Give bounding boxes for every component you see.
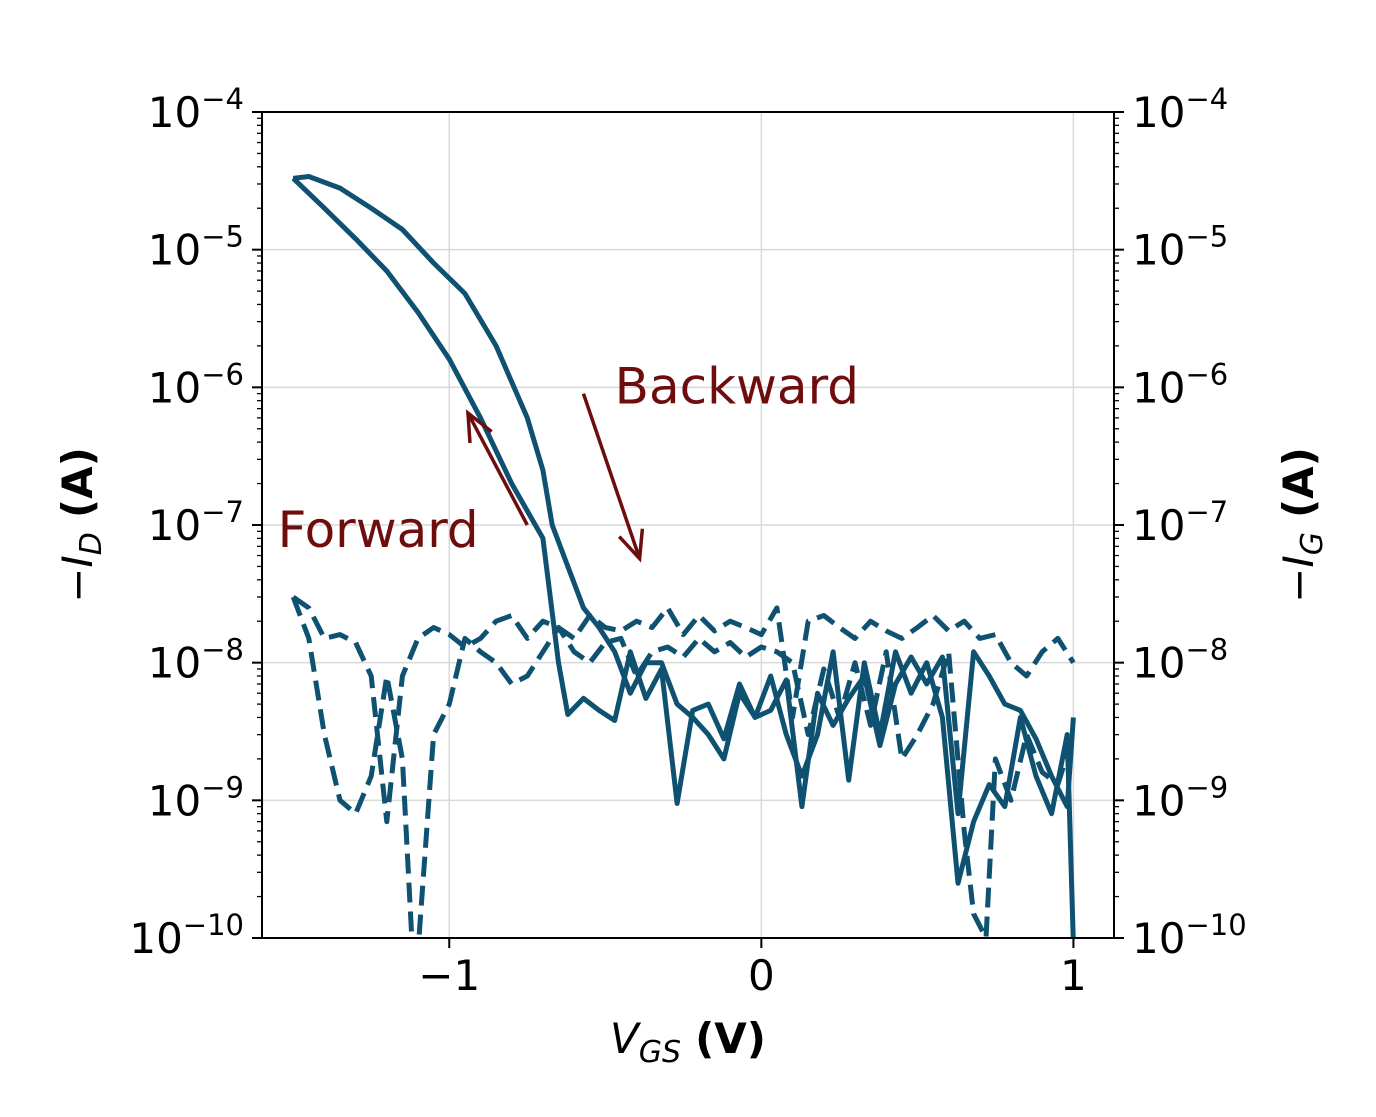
y-tick-label-exp: −10	[183, 908, 244, 942]
y-tick-label-exp: −5	[201, 220, 244, 254]
annotations: Forward Backward	[278, 358, 859, 563]
y-tick-label-left: 10−9	[148, 770, 244, 825]
y-tick-label-exp: −4	[201, 82, 244, 116]
x-axis-label-sub: GS	[639, 1035, 681, 1070]
y-tick-label-exp: −8	[1185, 633, 1228, 667]
axes: 10−4 10−410−5 10−510−6 10−610−7 10−710−8 10−8…	[129, 82, 1246, 1000]
y-tick-label-exp: −6	[201, 357, 244, 391]
series-layer	[290, 174, 1076, 938]
y-tick-label-left: 10−5	[148, 220, 244, 275]
forward-arrow-head	[465, 409, 493, 444]
y-tick-label-right: 10−6	[1132, 357, 1228, 412]
y-tick-label-exp: −8	[201, 633, 244, 667]
y-axis-label-right-var: −I	[1274, 555, 1323, 603]
y-axis-label-left-sub: D	[74, 532, 109, 555]
backward-arrow-shaft	[581, 393, 642, 560]
y-tick-label-left: 10−8	[148, 633, 244, 688]
y-axis-label-right: −IG (A)	[1274, 447, 1330, 603]
y-tick-label-exp: −7	[1185, 495, 1228, 529]
y-axis-label-right-unit: (A)	[1274, 447, 1323, 518]
y-tick-label-base: 10	[129, 914, 182, 963]
y-tick-label-exp: −9	[201, 770, 244, 804]
y-axis-label-left-unit: (A)	[53, 447, 102, 518]
y-tick-label-base: 10	[148, 501, 201, 550]
y-tick-label-right: 10−8	[1132, 633, 1228, 688]
y-tick-label-base: 10	[1132, 776, 1185, 825]
y-tick-label-right: 10−10	[1132, 908, 1247, 963]
x-tick-label: −1	[418, 951, 480, 1000]
y-tick-label-left: 10−6	[148, 357, 244, 412]
y-tick-label-base: 10	[148, 363, 201, 412]
y-tick-label-base: 10	[1132, 639, 1185, 688]
y-tick-label-left: 10−10	[129, 908, 244, 963]
y-tick-label-exp: −7	[201, 495, 244, 529]
x-tick-label: 0	[748, 951, 775, 1000]
y-tick-label-left: 10−7	[148, 495, 244, 550]
y-axis-label-left: −ID (A)	[53, 447, 109, 603]
y-tick-label-base: 10	[148, 88, 201, 137]
x-axis-label-unit: (V)	[695, 1014, 766, 1063]
y-tick-label-exp: −4	[1185, 82, 1228, 116]
x-axis-label-var: V	[610, 1014, 642, 1063]
y-tick-label-base: 10	[1132, 88, 1185, 137]
y-tick-label-exp: −10	[1185, 908, 1246, 942]
y-tick-label-right: 10−4	[1132, 82, 1228, 137]
y-tick-label-base: 10	[1132, 363, 1185, 412]
y-tick-label-base: 10	[1132, 914, 1185, 963]
y-tick-label-exp: −6	[1185, 357, 1228, 391]
y-tick-label-base: 10	[148, 639, 201, 688]
y-axis-label-left-var: −I	[53, 555, 102, 603]
annotation-backward: Backward	[615, 358, 859, 416]
y-tick-label-base: 10	[1132, 501, 1185, 550]
y-tick-label-exp: −9	[1185, 770, 1228, 804]
x-axis-label: VGS (V)	[610, 1014, 766, 1070]
series-line-2-solid	[291, 176, 1076, 817]
x-tick-label: 1	[1060, 951, 1087, 1000]
series-line-3-dashed	[291, 594, 1076, 825]
y-tick-label-right: 10−7	[1132, 495, 1228, 550]
y-tick-label-left: 10−4	[148, 82, 244, 137]
y-tick-label-exp: −5	[1185, 220, 1228, 254]
backward-arrow-head	[617, 528, 645, 563]
series-line-4-dashed	[290, 596, 1076, 938]
series-line-1-solid	[292, 174, 1076, 938]
annotation-forward: Forward	[278, 501, 479, 559]
y-axis-label-right-sub: G	[1295, 532, 1330, 555]
y-tick-label-right: 10−9	[1132, 770, 1228, 825]
y-tick-label-base: 10	[148, 776, 201, 825]
y-tick-label-base: 10	[148, 226, 201, 275]
y-tick-label-right: 10−5	[1132, 220, 1228, 275]
forward-arrow-shaft	[466, 412, 529, 526]
y-tick-label-base: 10	[1132, 226, 1185, 275]
